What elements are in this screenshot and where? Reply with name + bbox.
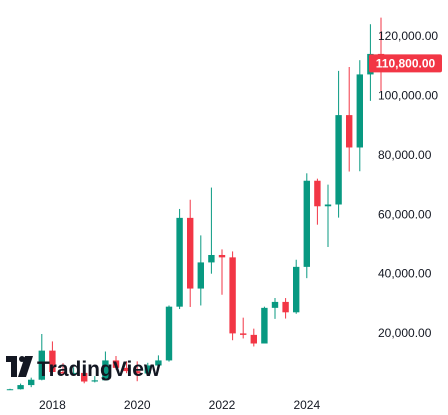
candle-body [208,254,215,263]
tradingview-brand-text: TradingView [37,358,161,381]
price-tick-label: 80,000.00 [378,148,432,162]
candle-body [38,350,45,380]
candle-body [59,372,67,374]
candle [6,388,14,391]
candle [176,208,183,310]
candle [271,298,279,319]
candle [81,372,88,384]
candle [28,377,35,388]
candle [261,306,268,344]
price-tick-label: 40,000.00 [378,267,432,281]
candle [49,341,56,375]
candle-body [176,217,183,307]
candle-body [102,360,109,381]
candle [240,317,247,339]
candle-body [324,204,332,207]
tradingview-watermark[interactable]: TradingView [6,356,161,381]
candle [208,187,215,274]
last-price-label-box [369,54,442,73]
candle-body [250,334,257,344]
candle-body [303,180,310,267]
candle-body [346,115,353,148]
candle [229,251,236,341]
candle-body [271,301,279,308]
candle-body [134,371,141,374]
candle [112,355,120,370]
candle-body [261,307,268,344]
time-tick-label: 2024 [293,398,320,412]
candle-body [81,372,88,382]
last-price-label: 110,800.00 [376,56,436,70]
candle [250,328,257,347]
time-tick-label: 2018 [39,398,66,412]
candle-body [229,257,236,334]
candle-body [282,301,289,313]
candle [70,367,77,375]
candle-body [187,217,194,289]
candle-body [155,360,162,366]
candle [282,298,289,319]
price-tick-label: 60,000.00 [378,207,432,221]
candle [356,60,363,172]
candle-body [91,380,98,382]
candle [324,184,332,247]
candle [346,66,353,172]
candle [314,178,321,225]
candle-body [335,115,342,205]
candle [293,259,300,314]
price-tick-label: 120,000.00 [378,29,438,43]
candle-body [314,180,321,207]
candle-body [49,350,56,373]
candle-body [17,385,24,390]
tradingview-logo-icon [6,356,33,377]
price-tick-label: 20,000.00 [378,326,432,340]
price-axis[interactable]: 20,000.00 40,000.00 60,000.00 80,000.00 100,… [378,29,438,340]
candle [91,376,98,383]
candle-body [293,266,300,313]
candle [102,351,109,381]
candles-layer [6,17,385,391]
candle-body [240,333,247,335]
candle [155,355,162,367]
candle [59,363,67,376]
candle-body [218,254,226,258]
candle-body [112,360,120,368]
candle-body [165,306,173,361]
candle-body [356,74,363,148]
last-price-marker: 110,800.00 [369,54,442,73]
candle [38,333,45,381]
price-tick-label: 100,000.00 [378,89,438,103]
candle-body [70,372,77,374]
candle [134,361,141,382]
candle [197,235,204,306]
candle [165,305,173,362]
candle [303,173,310,279]
time-axis[interactable]: 2018 2020 2022 2024 [39,398,320,412]
candle-body [197,262,204,289]
candle [144,362,151,374]
candle-body [144,365,151,374]
candle [218,249,226,295]
candle-body [6,389,14,391]
candle [187,199,194,307]
time-tick-label: 2020 [124,398,151,412]
candle [335,70,342,218]
candle-body [28,379,35,386]
candle [17,383,24,390]
candle-body [123,367,130,372]
time-tick-label: 2022 [209,398,236,412]
candle [123,361,130,374]
